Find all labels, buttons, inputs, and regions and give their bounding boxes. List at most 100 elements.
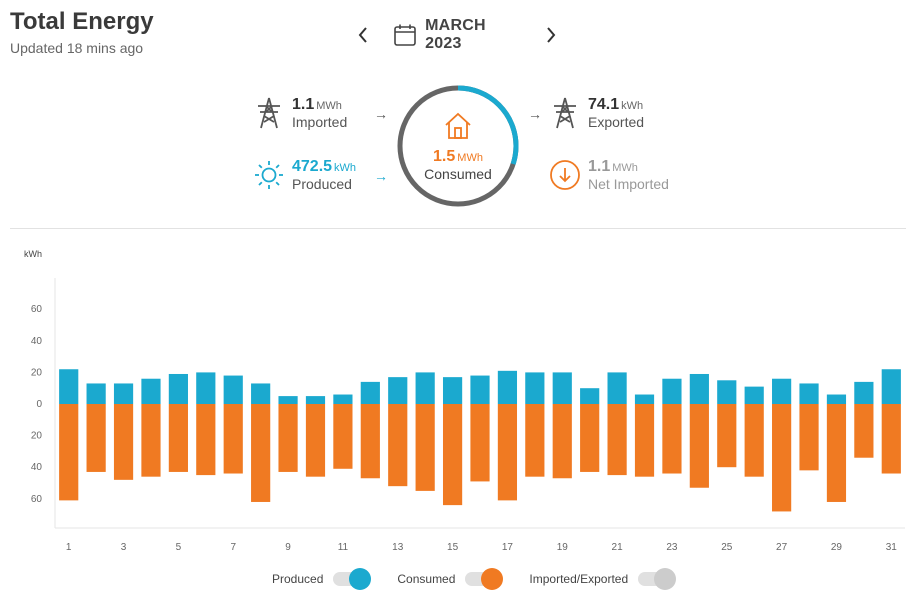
bar-produced-day-12[interactable] xyxy=(360,381,380,404)
bar-consumed-day-12[interactable] xyxy=(360,404,380,479)
bar-consumed-day-6[interactable] xyxy=(196,404,216,476)
bar-produced-day-15[interactable] xyxy=(442,377,463,404)
bar-produced-day-13[interactable] xyxy=(388,377,408,404)
bar-consumed-day-3[interactable] xyxy=(113,404,134,480)
month-label[interactable]: MARCH 2023 xyxy=(425,17,486,52)
bar-consumed-day-15[interactable] xyxy=(442,404,463,506)
bar-produced-day-27[interactable] xyxy=(772,378,792,404)
legend-toggle-imported-exported[interactable] xyxy=(638,568,677,590)
bar-produced-day-16[interactable] xyxy=(470,375,490,404)
exported-stat: 74.1 kWh Exported xyxy=(548,96,644,130)
bar-consumed-day-16[interactable] xyxy=(470,404,490,482)
bar-consumed-day-21[interactable] xyxy=(607,404,627,476)
bar-consumed-day-27[interactable] xyxy=(772,404,792,512)
bar-produced-day-26[interactable] xyxy=(744,386,764,404)
page-title: Total Energy xyxy=(10,8,154,35)
consumed-unit: MWh xyxy=(457,151,483,164)
bar-produced-day-30[interactable] xyxy=(854,381,874,404)
bar-consumed-day-22[interactable] xyxy=(634,404,655,477)
bar-produced-day-22[interactable] xyxy=(634,394,655,404)
x-tick-label: 19 xyxy=(557,542,569,553)
bar-consumed-day-31[interactable] xyxy=(881,404,901,474)
bar-consumed-day-30[interactable] xyxy=(854,404,874,458)
bar-produced-day-14[interactable] xyxy=(415,372,435,404)
bar-consumed-day-1[interactable] xyxy=(59,404,79,501)
chevron-left-icon xyxy=(358,27,367,43)
bar-produced-day-11[interactable] xyxy=(333,394,353,404)
bar-produced-day-7[interactable] xyxy=(223,375,243,404)
legend-toggle-produced[interactable] xyxy=(333,568,372,590)
produced-stat: 472.5 kWh Produced xyxy=(252,158,356,192)
bar-consumed-day-18[interactable] xyxy=(525,404,545,477)
bar-produced-day-31[interactable] xyxy=(881,369,901,404)
bar-consumed-day-24[interactable] xyxy=(689,404,709,488)
bar-consumed-day-7[interactable] xyxy=(223,404,243,474)
legend-label: Produced xyxy=(272,572,324,586)
bar-consumed-day-4[interactable] xyxy=(141,404,161,477)
bar-consumed-day-2[interactable] xyxy=(86,404,106,472)
legend-item-consumed[interactable]: Consumed xyxy=(397,568,504,590)
legend-toggle-consumed[interactable] xyxy=(465,568,504,590)
bar-consumed-day-9[interactable] xyxy=(278,404,298,472)
legend-item-produced[interactable]: Produced xyxy=(272,568,372,590)
legend-item-imported-exported[interactable]: Imported/Exported xyxy=(529,568,677,590)
bar-produced-day-9[interactable] xyxy=(278,396,298,404)
bar-produced-day-20[interactable] xyxy=(580,388,600,404)
power-tower-icon xyxy=(548,96,582,130)
bar-produced-day-25[interactable] xyxy=(717,380,737,404)
bar-produced-day-21[interactable] xyxy=(607,372,627,404)
imported-stat: 1.1 MWh Imported xyxy=(252,96,347,130)
bar-produced-day-8[interactable] xyxy=(251,383,271,404)
next-month-button[interactable] xyxy=(541,20,562,50)
bar-consumed-day-25[interactable] xyxy=(717,404,737,468)
bar-consumed-day-8[interactable] xyxy=(251,404,271,502)
month-navigator: MARCH 2023 xyxy=(352,17,562,52)
y-tick-label: 20 xyxy=(31,431,43,442)
exported-value: 74.1 xyxy=(588,96,620,113)
bar-consumed-day-11[interactable] xyxy=(333,404,353,469)
bar-produced-day-18[interactable] xyxy=(525,372,545,404)
x-tick-label: 25 xyxy=(721,542,733,553)
arrow-down-circle-icon xyxy=(548,158,582,192)
bar-produced-day-6[interactable] xyxy=(196,372,216,404)
x-tick-label: 1 xyxy=(66,542,72,553)
bar-consumed-day-19[interactable] xyxy=(552,404,572,479)
divider xyxy=(10,228,906,229)
x-tick-label: 27 xyxy=(776,542,788,553)
bar-produced-day-5[interactable] xyxy=(168,373,188,404)
bar-produced-day-17[interactable] xyxy=(497,370,518,404)
x-tick-label: 15 xyxy=(447,542,459,553)
bar-produced-day-23[interactable] xyxy=(662,378,682,404)
bar-consumed-day-29[interactable] xyxy=(826,404,847,502)
bar-produced-day-24[interactable] xyxy=(689,373,709,404)
bar-produced-day-1[interactable] xyxy=(59,369,79,404)
bar-produced-day-29[interactable] xyxy=(826,394,847,404)
produced-label: Produced xyxy=(292,176,352,193)
bar-consumed-day-26[interactable] xyxy=(744,404,764,477)
bar-consumed-day-28[interactable] xyxy=(799,404,819,471)
toggle-knob xyxy=(481,568,504,590)
x-tick-label: 21 xyxy=(612,542,624,553)
bar-produced-day-3[interactable] xyxy=(113,383,134,404)
calendar-icon[interactable] xyxy=(393,23,417,47)
y-axis-unit-label: kWh xyxy=(24,249,42,259)
bar-produced-day-10[interactable] xyxy=(305,396,326,404)
bar-consumed-day-17[interactable] xyxy=(497,404,518,501)
consumed-ring xyxy=(397,85,519,207)
chevron-right-icon xyxy=(547,27,556,43)
bar-produced-day-19[interactable] xyxy=(552,372,572,404)
bar-produced-day-2[interactable] xyxy=(86,383,106,404)
bar-produced-day-28[interactable] xyxy=(799,383,819,404)
y-tick-label: 40 xyxy=(31,462,43,473)
bar-consumed-day-14[interactable] xyxy=(415,404,435,491)
legend-label: Imported/Exported xyxy=(529,572,629,586)
bar-consumed-day-10[interactable] xyxy=(305,404,326,477)
x-tick-label: 29 xyxy=(831,542,843,553)
bar-consumed-day-5[interactable] xyxy=(168,404,188,472)
bar-produced-day-4[interactable] xyxy=(141,378,161,404)
bar-consumed-day-20[interactable] xyxy=(580,404,600,472)
previous-month-button[interactable] xyxy=(352,20,373,50)
toggle-knob xyxy=(654,568,677,590)
bar-consumed-day-13[interactable] xyxy=(388,404,408,487)
bar-consumed-day-23[interactable] xyxy=(662,404,682,474)
